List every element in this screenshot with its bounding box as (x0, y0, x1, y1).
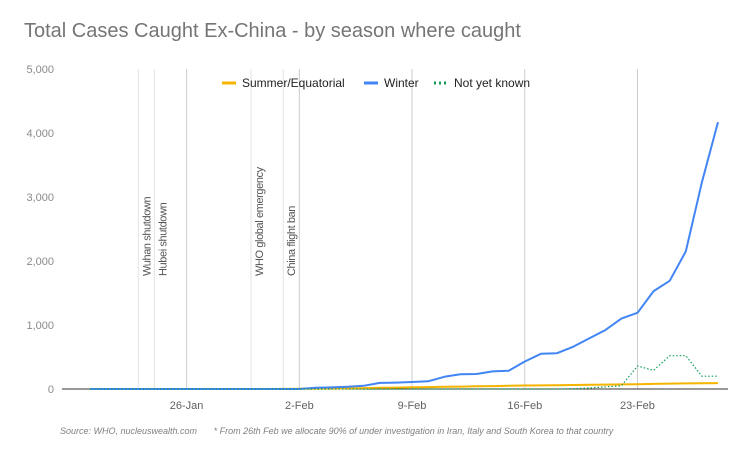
x-tick-label: 9-Feb (398, 400, 427, 412)
legend-label: Summer/Equatorial (242, 76, 345, 90)
grid-lines (186, 69, 638, 389)
x-tick-label: 23-Feb (620, 400, 655, 412)
axes: 26-Jan 2-Feb 9-Feb 16-Feb 23-Feb 0 1,000 2,000 3… (26, 64, 728, 412)
legend-label: Not yet known (454, 76, 530, 90)
legend: Summer/Equatorial Winter Not yet known (222, 76, 530, 90)
annotation-label: China flight ban (286, 206, 298, 276)
x-tick-label: 26-Jan (170, 400, 204, 412)
y-tick-label: 0 (48, 384, 54, 396)
allocation-note: * From 26th Feb we allocate 90% of under… (213, 426, 614, 436)
y-tick-label: 3,000 (26, 192, 54, 204)
annotation-label: WHO global emergency (254, 166, 266, 276)
source-note: Source: WHO, nucleuswealth.com (60, 426, 198, 436)
annotation-label: Wuhan shutdown (141, 197, 153, 276)
y-tick-label: 5,000 (26, 64, 54, 76)
chart-title: Total Cases Caught Ex-China - by season … (24, 20, 521, 42)
data-series (90, 121, 719, 390)
annotation-label: Hubei shutdown (157, 202, 169, 276)
x-tick-label: 2-Feb (285, 400, 314, 412)
legend-label: Winter (384, 76, 419, 90)
y-tick-label: 1,000 (26, 320, 54, 332)
event-annotations: Wuhan shutdown Hubei shutdown WHO global e… (137, 69, 298, 389)
y-tick-label: 2,000 (26, 256, 54, 268)
series-line-winter (90, 121, 719, 390)
y-tick-label: 4,000 (26, 128, 54, 140)
footnote: Source: WHO, nucleuswealth.com * From 26… (60, 426, 627, 436)
x-tick-label: 16-Feb (507, 400, 542, 412)
